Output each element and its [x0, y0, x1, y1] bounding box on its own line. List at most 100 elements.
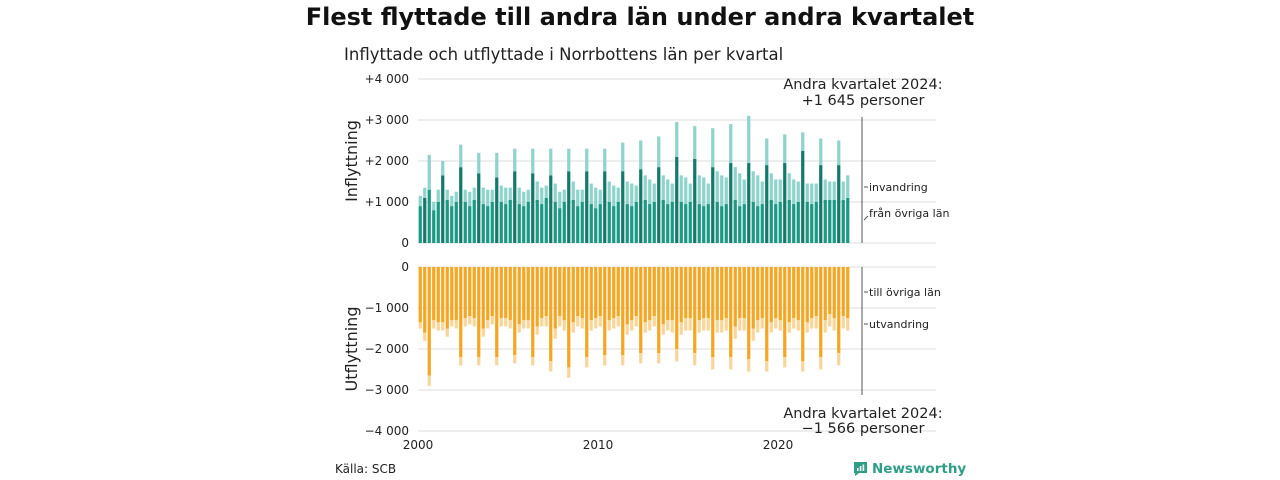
y-tick-label: 0 — [401, 236, 409, 250]
bar-out-domestic — [571, 267, 575, 323]
bar-in-domestic — [738, 206, 742, 243]
bar-in-immigration — [832, 181, 836, 200]
bar-in-immigration — [630, 183, 634, 207]
bar-out-emigration — [508, 320, 512, 329]
bar-out-domestic — [720, 267, 724, 321]
bar-in-immigration — [436, 189, 440, 202]
bar-out-emigration — [760, 318, 764, 329]
bar-out-domestic — [612, 267, 616, 319]
bar-in-domestic — [733, 199, 737, 243]
bar-out-emigration — [432, 320, 436, 329]
bar-out-domestic — [814, 267, 818, 317]
bar-in-domestic — [499, 202, 503, 243]
bar-in-immigration — [738, 173, 742, 207]
bar-out-emigration — [742, 318, 746, 331]
bar-out-emigration — [702, 318, 706, 331]
bar-in-domestic — [648, 204, 652, 243]
bar-out-emigration — [535, 326, 539, 335]
bar-in-immigration — [783, 134, 787, 164]
bar-in-immigration — [837, 140, 841, 166]
bar-out-emigration — [729, 357, 733, 370]
bar-in-immigration — [652, 183, 656, 202]
bar-out-emigration — [427, 375, 431, 386]
bar-in-domestic — [432, 210, 436, 243]
bar-out-domestic — [585, 267, 589, 358]
bar-in-domestic — [445, 199, 449, 243]
bar-out-emigration — [459, 357, 463, 366]
newsworthy-logo-icon — [854, 462, 867, 476]
bar-in-immigration — [697, 175, 701, 205]
bar-out-emigration — [828, 314, 832, 327]
bar-in-immigration — [423, 187, 427, 198]
bar-in-immigration — [571, 181, 575, 200]
annotation-line1: Andra kvartalet 2024: — [783, 77, 942, 93]
bar-out-domestic — [738, 267, 742, 319]
bar-out-emigration — [832, 318, 836, 331]
bar-in-domestic — [841, 199, 845, 243]
bar-in-immigration — [666, 179, 670, 205]
bar-in-domestic — [481, 204, 485, 243]
bar-in-domestic — [778, 202, 782, 243]
bar-out-domestic — [432, 267, 436, 321]
bar-out-domestic — [495, 267, 499, 358]
series-label: utvandring — [869, 318, 929, 331]
bar-in-domestic — [571, 199, 575, 243]
bar-in-immigration — [846, 175, 850, 198]
bar-out-domestic — [603, 267, 607, 356]
bar-in-domestic — [792, 204, 796, 243]
bar-out-emigration — [621, 355, 625, 366]
bar-in-domestic — [796, 202, 800, 243]
bar-out-domestic — [702, 267, 706, 319]
bar-out-domestic — [526, 267, 530, 321]
bar-in-domestic — [837, 165, 841, 243]
bar-in-immigration — [544, 185, 548, 198]
bar-in-domestic — [706, 204, 710, 243]
bar-out-emigration — [648, 320, 652, 331]
bar-in-domestic — [832, 199, 836, 243]
bar-out-emigration — [837, 353, 841, 366]
bar-in-immigration — [684, 177, 688, 205]
bar-in-domestic — [459, 167, 463, 243]
bar-in-domestic — [553, 202, 557, 243]
bar-in-immigration — [724, 177, 728, 205]
bar-in-domestic — [616, 202, 620, 243]
bar-out-domestic — [846, 267, 850, 319]
bar-out-domestic — [697, 267, 701, 321]
bar-out-domestic — [796, 267, 800, 321]
bar-in-immigration — [616, 187, 620, 202]
bar-in-immigration — [720, 175, 724, 207]
bar-in-immigration — [540, 187, 544, 205]
bar-in-domestic — [697, 204, 701, 243]
bar-in-domestic — [436, 202, 440, 243]
bar-in-domestic — [427, 189, 431, 243]
bar-out-emigration — [720, 320, 724, 333]
bar-out-domestic — [616, 267, 620, 317]
bar-in-domestic — [454, 202, 458, 243]
bar-out-emigration — [666, 320, 670, 331]
bar-in-domestic — [544, 197, 548, 243]
bar-out-domestic — [481, 267, 485, 329]
bar-in-immigration — [594, 187, 598, 209]
bar-out-emigration — [787, 322, 791, 333]
chart-subtitle: Inflyttade och utflyttade i Norrbottens … — [344, 45, 784, 64]
bar-out-emigration — [805, 322, 809, 333]
y-tick-label: +2 000 — [365, 154, 409, 168]
bar-in-domestic — [783, 163, 787, 243]
bar-out-domestic — [472, 267, 476, 319]
bar-in-domestic — [787, 199, 791, 243]
bar-out-domestic — [810, 267, 814, 319]
bar-out-emigration — [675, 349, 679, 362]
annotation-line2: +1 645 personer — [802, 93, 925, 109]
bar-in-immigration — [481, 187, 485, 205]
bar-in-domestic — [747, 163, 751, 243]
bar-in-domestic — [814, 202, 818, 243]
bar-out-domestic — [540, 267, 544, 319]
bar-out-emigration — [630, 320, 634, 331]
bar-in-immigration — [549, 148, 553, 176]
bar-out-emigration — [823, 320, 827, 333]
bar-in-domestic — [684, 204, 688, 243]
bar-out-emigration — [751, 328, 755, 341]
annotation-line1: Andra kvartalet 2024: — [783, 406, 942, 422]
bar-in-domestic — [643, 199, 647, 243]
bar-out-domestic — [774, 267, 778, 319]
